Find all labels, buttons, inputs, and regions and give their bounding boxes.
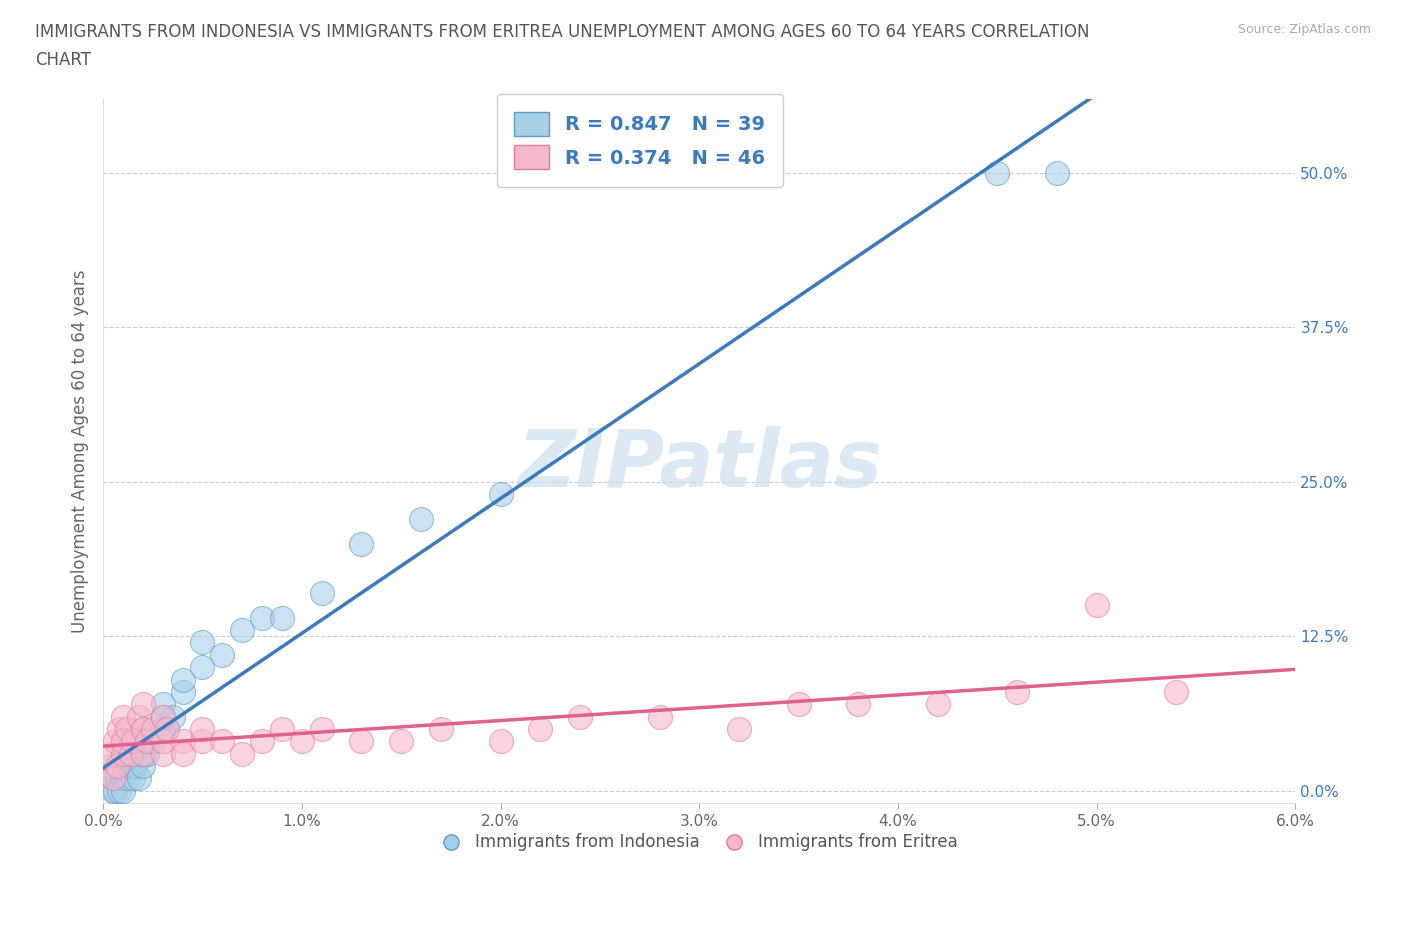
Point [172,734,194,749]
Point [132,722,155,737]
Point [105,771,128,786]
Point [98,759,121,774]
Point [100,746,122,761]
Point [118,759,141,774]
Point [152,710,174,724]
Point [250,734,273,749]
Text: CHART: CHART [35,51,91,69]
Point [409,512,432,526]
Point [156,722,179,737]
Point [142,734,165,749]
Point [231,746,253,761]
Point [927,697,949,711]
Point [122,746,145,761]
Point [271,610,294,625]
Point [120,746,142,761]
Point [291,734,314,749]
Point [108,783,131,798]
Point [115,771,138,786]
Point [152,710,174,724]
Point [211,647,233,662]
Point [787,697,810,711]
Point [172,746,194,761]
Point [728,722,751,737]
Point [101,783,124,798]
Point [211,734,233,749]
Point [115,722,138,737]
Point [986,166,1008,180]
Point [108,722,131,737]
Point [111,759,134,774]
Point [111,734,134,749]
Text: Source: ZipAtlas.com: Source: ZipAtlas.com [1237,23,1371,36]
Point [124,759,146,774]
Point [111,746,134,761]
Point [132,734,155,749]
Point [191,734,214,749]
Point [569,710,592,724]
Point [389,734,412,749]
Point [111,710,134,724]
Point [1046,166,1069,180]
Point [430,722,453,737]
Point [105,759,128,774]
Point [350,536,373,551]
Point [846,697,869,711]
Point [191,722,214,737]
Point [1007,684,1029,699]
Point [135,746,157,761]
Point [311,722,333,737]
Point [104,734,127,749]
Point [311,586,333,601]
Point [111,783,134,798]
Point [111,771,134,786]
Point [1085,598,1108,613]
Point [132,722,155,737]
Point [1166,684,1188,699]
Point [135,734,157,749]
Point [152,734,174,749]
Point [132,697,155,711]
Point [172,684,194,699]
Point [271,722,294,737]
Point [162,710,184,724]
Point [104,783,127,798]
Point [132,759,155,774]
Point [122,771,145,786]
Point [101,771,124,786]
Point [101,771,124,786]
Point [648,710,671,724]
Point [172,672,194,687]
Point [132,746,155,761]
Point [132,746,155,761]
Point [250,610,273,625]
Point [122,734,145,749]
Point [152,722,174,737]
Legend: Immigrants from Indonesia, Immigrants from Eritrea: Immigrants from Indonesia, Immigrants fr… [434,827,965,858]
Point [231,623,253,638]
Y-axis label: Unemployment Among Ages 60 to 64 years: Unemployment Among Ages 60 to 64 years [72,269,89,632]
Point [529,722,551,737]
Point [152,697,174,711]
Point [128,771,150,786]
Point [489,734,512,749]
Text: IMMIGRANTS FROM INDONESIA VS IMMIGRANTS FROM ERITREA UNEMPLOYMENT AMONG AGES 60 : IMMIGRANTS FROM INDONESIA VS IMMIGRANTS … [35,23,1090,41]
Point [156,722,179,737]
Point [191,659,214,674]
Point [142,722,165,737]
Text: ZIPatlas: ZIPatlas [517,426,882,504]
Point [152,746,174,761]
Point [191,635,214,650]
Point [128,710,150,724]
Point [350,734,373,749]
Point [489,486,512,501]
